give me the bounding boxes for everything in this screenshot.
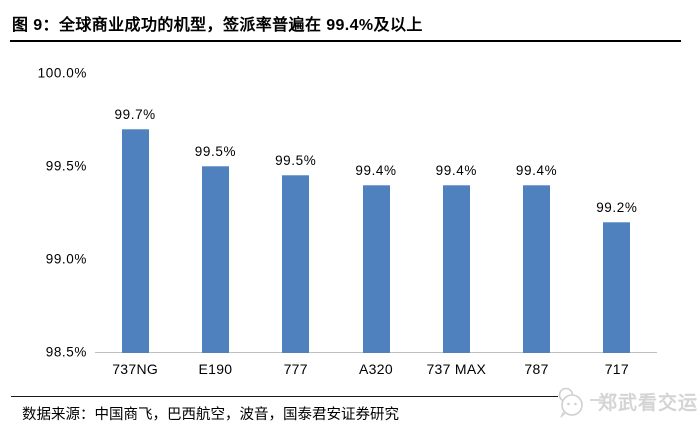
watermark-dash — [590, 399, 603, 401]
watermark-text: 郑武看交运 — [598, 393, 699, 414]
figure-title: 图 9：全球商业成功的机型，签派率普遍在 99.4%及以上 — [12, 17, 423, 34]
title-divider — [10, 40, 681, 42]
y-axis-tick-label: 99.0% — [45, 251, 87, 267]
bar-value-label: 99.4% — [355, 162, 397, 178]
x-axis-tick-label: 737 MAX — [426, 361, 487, 377]
x-axis-tick-label: 777 — [283, 361, 308, 377]
x-axis-tick-label: A320 — [359, 361, 393, 377]
x-axis-tick-label: 717 — [604, 361, 629, 377]
bar — [282, 175, 310, 353]
bar-value-label: 99.5% — [275, 153, 317, 169]
y-axis-tick-label: 98.5% — [45, 344, 87, 360]
watermark: 郑武看交运 — [552, 384, 700, 424]
data-source-note: 数据来源：中国商飞，巴西航空，波音，国泰君安证券研究 — [22, 407, 399, 423]
chat-bubbles-icon — [558, 387, 583, 418]
y-axis-tick-label: 99.5% — [45, 158, 87, 174]
bar — [442, 184, 470, 353]
x-axis-tick-label: 737NG — [112, 361, 159, 377]
bar — [121, 128, 149, 353]
bar — [523, 184, 551, 353]
bar-value-label: 99.7% — [114, 106, 156, 122]
bar — [201, 166, 229, 353]
bar-value-label: 99.4% — [515, 162, 558, 178]
bar-value-label: 99.5% — [194, 144, 237, 159]
bar — [362, 184, 390, 353]
bar-value-label: 99.4% — [435, 162, 477, 178]
x-axis-tick-label: E190 — [198, 361, 233, 377]
footer-divider — [11, 396, 558, 397]
dispatch-rate-bar-chart: 100.0% 99.5% 99.0% 98.5% 99.7% 737NG 99.5% E190… — [37, 65, 657, 377]
y-axis-tick-label: 100.0% — [37, 65, 87, 81]
x-axis-tick-label: 787 — [524, 361, 549, 377]
bar-value-label: 99.2% — [596, 199, 638, 215]
bar — [603, 221, 631, 353]
